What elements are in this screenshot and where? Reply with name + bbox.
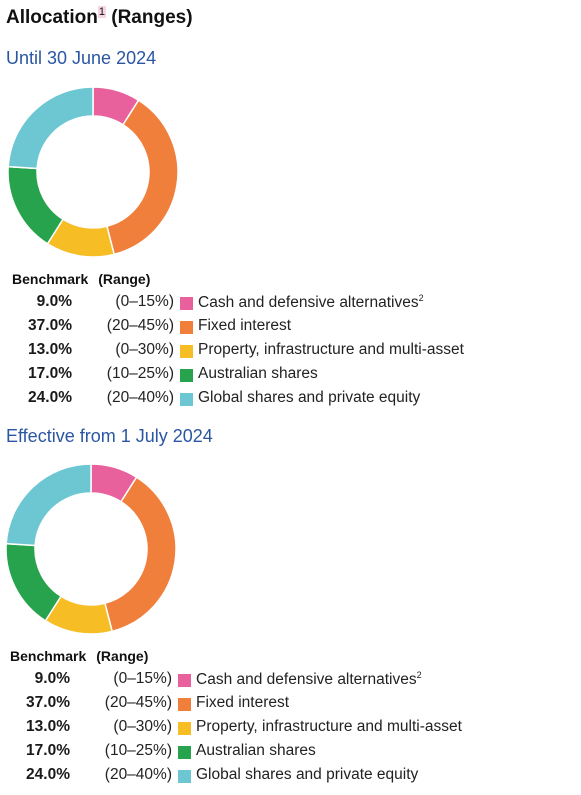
- legend-label-text: Global shares and private equity: [198, 389, 421, 406]
- legend-label-text: Fixed interest: [196, 694, 290, 711]
- legend-swatch: [180, 369, 193, 382]
- legend-swatch: [178, 722, 191, 735]
- benchmark-value: 24.0%: [26, 766, 70, 783]
- period-heading: Until 30 June 2024: [6, 48, 157, 68]
- range-value: (10–25%): [106, 365, 174, 382]
- range-value: (0–15%): [115, 293, 174, 310]
- legend-header: Benchmark (Range): [12, 271, 150, 287]
- donut-chart-until-june: [7, 86, 179, 258]
- legend-label: Fixed interest: [198, 317, 291, 335]
- legend-label: Global shares and private equity: [196, 766, 418, 784]
- benchmark-value: 13.0%: [28, 341, 72, 358]
- legend-label: Property, infrastructure and multi-asset: [196, 718, 462, 736]
- legend-swatch: [178, 674, 191, 687]
- range-header: (Range): [96, 648, 149, 664]
- legend-label: Cash and defensive alternatives2: [196, 670, 422, 689]
- slice-global-shares: [5, 463, 92, 547]
- benchmark-value: 9.0%: [34, 670, 70, 687]
- legend-label: Australian shares: [196, 742, 316, 760]
- range-value: (20–45%): [106, 317, 174, 334]
- page-title: Allocation1 (Ranges): [6, 6, 193, 29]
- legend-swatch: [178, 770, 191, 783]
- legend-label: Cash and defensive alternatives2: [198, 293, 424, 312]
- benchmark-value: 37.0%: [28, 317, 72, 334]
- legend-label-text: Cash and defensive alternatives: [196, 671, 417, 688]
- page-title-text: Allocation: [6, 7, 98, 28]
- legend-label-text: Property, infrastructure and multi-asset: [198, 341, 464, 358]
- benchmark-value: 9.0%: [36, 293, 72, 310]
- legend-label: Fixed interest: [196, 694, 289, 712]
- slice-fixed-interest: [104, 476, 177, 633]
- legend-label-text: Fixed interest: [198, 317, 292, 334]
- page-title-suffix: (Ranges): [111, 7, 193, 28]
- range-value: (20–40%): [106, 389, 174, 406]
- legend-swatch: [180, 393, 193, 406]
- legend-label-text: Cash and defensive alternatives: [198, 294, 419, 311]
- benchmark-value: 17.0%: [26, 742, 70, 759]
- legend-header: Benchmark (Range): [10, 648, 148, 664]
- benchmark-value: 24.0%: [28, 389, 72, 406]
- donut-chart-from-july: [5, 463, 177, 635]
- legend-label: Property, infrastructure and multi-asset: [198, 341, 464, 359]
- range-value: (20–45%): [104, 694, 172, 711]
- legend-swatch: [178, 698, 191, 711]
- legend-swatch: [178, 746, 191, 759]
- slice-australian-shares: [5, 542, 63, 622]
- benchmark-header: Benchmark: [10, 648, 87, 664]
- range-value: (0–15%): [113, 670, 172, 687]
- benchmark-header: Benchmark: [12, 271, 89, 287]
- benchmark-value: 37.0%: [26, 694, 70, 711]
- range-value: (20–40%): [104, 766, 172, 783]
- legend-label-text: Property, infrastructure and multi-asset: [196, 718, 462, 735]
- range-value: (0–30%): [115, 341, 174, 358]
- footnote-marker: 2: [418, 293, 424, 303]
- slice-australian-shares: [7, 165, 65, 245]
- footnote-marker: 2: [416, 670, 422, 680]
- allocation-section-until-june: Until 30 June 2024 Benchmark (Range) 9.0%…: [0, 48, 581, 418]
- legend-swatch: [180, 345, 193, 358]
- legend-label-text: Australian shares: [196, 742, 316, 759]
- allocation-section-from-july: Effective from 1 July 2024 Benchmark (Ran…: [0, 426, 581, 795]
- range-value: (0–30%): [113, 718, 172, 735]
- legend-swatch: [180, 297, 193, 310]
- legend-label-text: Australian shares: [198, 365, 318, 382]
- benchmark-value: 17.0%: [28, 365, 72, 382]
- legend-label-text: Global shares and private equity: [196, 766, 419, 783]
- legend-swatch: [180, 321, 193, 334]
- footnote-marker: 1: [97, 6, 106, 18]
- range-value: (10–25%): [104, 742, 172, 759]
- slice-global-shares: [7, 86, 94, 170]
- range-header: (Range): [98, 271, 151, 287]
- benchmark-value: 13.0%: [26, 718, 70, 735]
- legend-label: Global shares and private equity: [198, 389, 420, 407]
- legend-label: Australian shares: [198, 365, 318, 383]
- slice-fixed-interest: [106, 99, 179, 256]
- period-heading: Effective from 1 July 2024: [6, 426, 213, 446]
